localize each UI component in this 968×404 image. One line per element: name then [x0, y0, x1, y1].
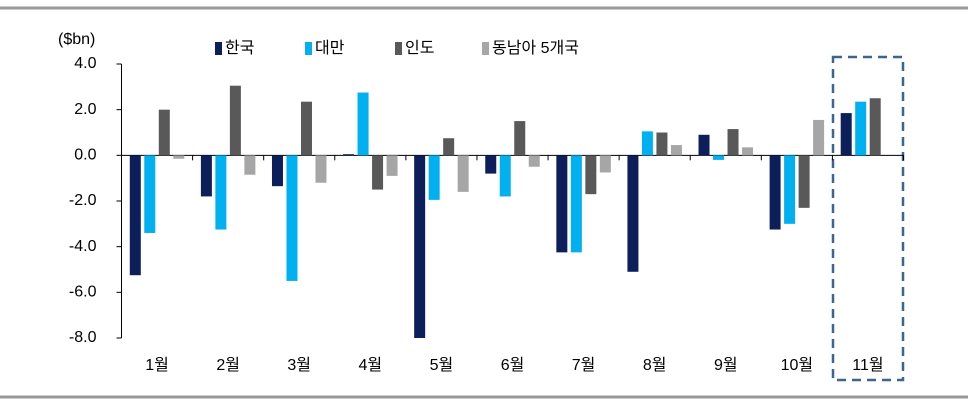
x-tick-label: 9월	[714, 356, 738, 374]
legend-swatch	[215, 42, 222, 55]
legend-swatch	[395, 42, 402, 55]
bar	[570, 155, 582, 253]
x-tick-label: 5월	[430, 356, 454, 374]
bar	[457, 155, 469, 192]
y-axis-label: ($bn)	[58, 31, 95, 48]
bar	[144, 155, 156, 233]
x-tick-label: 2월	[216, 356, 240, 374]
bar	[357, 92, 369, 156]
bar	[158, 109, 170, 156]
bar	[343, 154, 355, 156]
bar	[528, 155, 540, 167]
bar	[855, 101, 867, 156]
bar	[742, 147, 754, 156]
bar	[670, 145, 682, 156]
bar	[813, 119, 825, 156]
bar	[271, 155, 283, 187]
y-tick-label: -2.0	[69, 192, 97, 209]
bar	[372, 155, 384, 190]
y-tick-label: -6.0	[69, 284, 97, 301]
x-tick-label: 4월	[359, 356, 383, 374]
bar	[244, 155, 256, 175]
bar	[485, 155, 497, 174]
bar	[641, 131, 653, 156]
bar	[798, 155, 810, 208]
bar	[173, 155, 185, 159]
x-tick-label: 3월	[287, 356, 311, 374]
y-tick-label: -8.0	[69, 329, 97, 346]
bar	[215, 155, 227, 230]
legend-label: 동남아 5개국	[492, 39, 579, 57]
bar	[428, 155, 440, 200]
bar	[599, 155, 611, 173]
bar	[286, 155, 298, 281]
bar	[784, 155, 796, 224]
y-tick-label: 4.0	[74, 55, 96, 72]
bar	[300, 101, 312, 156]
y-tick-label: 2.0	[74, 101, 96, 118]
legend-swatch	[482, 42, 489, 55]
bar	[200, 155, 212, 197]
y-tick-label: -4.0	[69, 238, 97, 255]
bar	[129, 155, 141, 276]
bar	[414, 155, 426, 338]
legend-label: 인도	[405, 39, 434, 57]
bar	[514, 121, 526, 156]
bar	[386, 155, 398, 176]
x-tick-label: 6월	[501, 356, 525, 374]
bar	[727, 129, 739, 156]
bar	[769, 155, 781, 230]
bar	[713, 155, 725, 160]
x-tick-label: 7월	[572, 356, 596, 374]
bar	[840, 113, 852, 156]
bar	[656, 132, 668, 156]
bar	[443, 138, 455, 156]
bar	[499, 155, 511, 197]
y-tick-label: 0.0	[74, 147, 96, 164]
legend-label: 한국	[225, 39, 254, 57]
bar	[869, 98, 881, 156]
legend-swatch	[305, 42, 312, 55]
bar	[585, 155, 597, 195]
legend-label: 대만	[315, 39, 345, 57]
bar	[698, 134, 710, 156]
x-tick-label: 11월	[852, 356, 883, 374]
x-tick-label: 10월	[781, 356, 814, 374]
bar	[627, 155, 639, 272]
x-tick-label: 8월	[643, 356, 667, 374]
bar	[556, 155, 568, 253]
highlight-box	[831, 55, 905, 382]
bar	[229, 85, 241, 156]
bar	[315, 155, 327, 183]
x-tick-label: 1월	[145, 356, 169, 374]
